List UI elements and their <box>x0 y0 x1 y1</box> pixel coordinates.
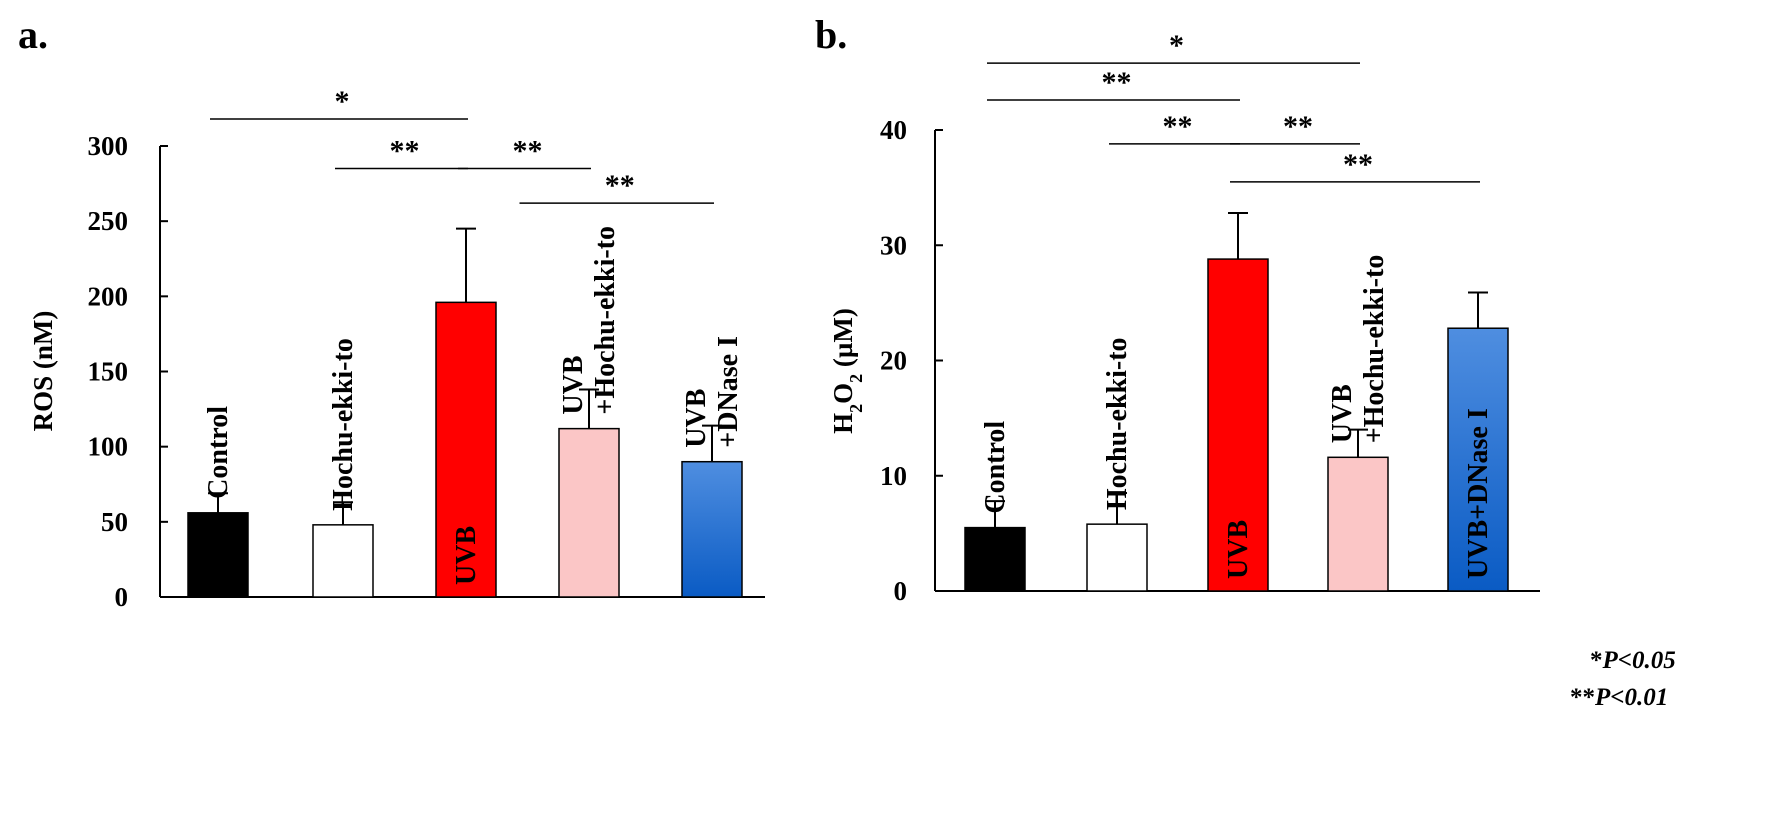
y-tick-label: 250 <box>88 206 129 236</box>
chart-panel-a: a. 0 50 100 150 200 250 300 ROS (nM) Control Hochu… <box>18 12 765 612</box>
y-axis-label: H2O2 (µM) <box>828 308 866 434</box>
bar <box>1207 258 1269 592</box>
y-tick-label: 10 <box>880 461 907 491</box>
bar <box>681 460 743 598</box>
significance-label: ** <box>513 135 543 168</box>
y-tick-label: 50 <box>101 507 128 537</box>
bar <box>1086 523 1148 592</box>
bar-label: UVB <box>451 526 482 585</box>
chart-panel-b: b. 0 10 20 30 40 H2O2 (µM) Control Hochu-ekki-to… <box>815 12 1540 606</box>
bar-label: UVB <box>681 389 712 448</box>
y-tick-label: 30 <box>880 230 907 260</box>
bar <box>435 301 497 598</box>
bar-label: UVB <box>1223 520 1254 579</box>
panel-label: a. <box>18 12 48 57</box>
bar-label: UVB <box>558 356 589 415</box>
bar <box>558 427 620 598</box>
bar-label: UVB <box>1327 384 1358 443</box>
bar <box>1327 456 1389 592</box>
legend-p05-text: P<0.05 <box>1602 647 1676 674</box>
bar-label: +DNase I <box>713 336 744 448</box>
significance-label: ** <box>1163 110 1193 143</box>
legend-p01: **P<0.01 <box>1570 685 1668 710</box>
bar <box>187 512 249 598</box>
bar-label: Hochu-ekki-to <box>328 338 359 511</box>
significance-label: ** <box>390 135 420 168</box>
significance-label: ** <box>1283 110 1313 143</box>
significance-label: * <box>335 85 350 118</box>
bar-label: Control <box>980 421 1011 514</box>
legend-p01-text: P<0.01 <box>1595 684 1669 711</box>
legend-p01-stars: ** <box>1570 684 1595 711</box>
bar <box>964 526 1026 592</box>
panel-label: b. <box>815 12 847 57</box>
bar-label: Hochu-ekki-to <box>1102 337 1133 510</box>
bar-label: Control <box>203 406 234 499</box>
significance-label: ** <box>605 169 635 202</box>
y-tick-label: 200 <box>88 281 129 311</box>
significance-label: ** <box>1102 66 1132 99</box>
significance-label: ** <box>1343 148 1373 181</box>
bar <box>312 524 374 598</box>
y-tick-label: 300 <box>88 131 129 161</box>
y-tick-label: 0 <box>115 582 129 612</box>
y-tick-label: 20 <box>880 346 907 376</box>
y-tick-label: 100 <box>88 432 129 462</box>
legend-p05-stars: * <box>1590 647 1603 674</box>
significance-label: * <box>1169 29 1184 62</box>
y-axis-label: ROS (nM) <box>28 311 58 432</box>
legend-p05: *P<0.05 <box>1590 648 1676 673</box>
y-tick-label: 40 <box>880 115 907 145</box>
bar-label: +Hochu-ekki-to <box>1359 255 1390 444</box>
y-tick-label: 0 <box>894 576 908 606</box>
bar-label: UVB+DNase I <box>1463 408 1494 579</box>
y-tick-label: 150 <box>88 357 129 387</box>
bar-label: +Hochu-ekki-to <box>590 226 621 415</box>
